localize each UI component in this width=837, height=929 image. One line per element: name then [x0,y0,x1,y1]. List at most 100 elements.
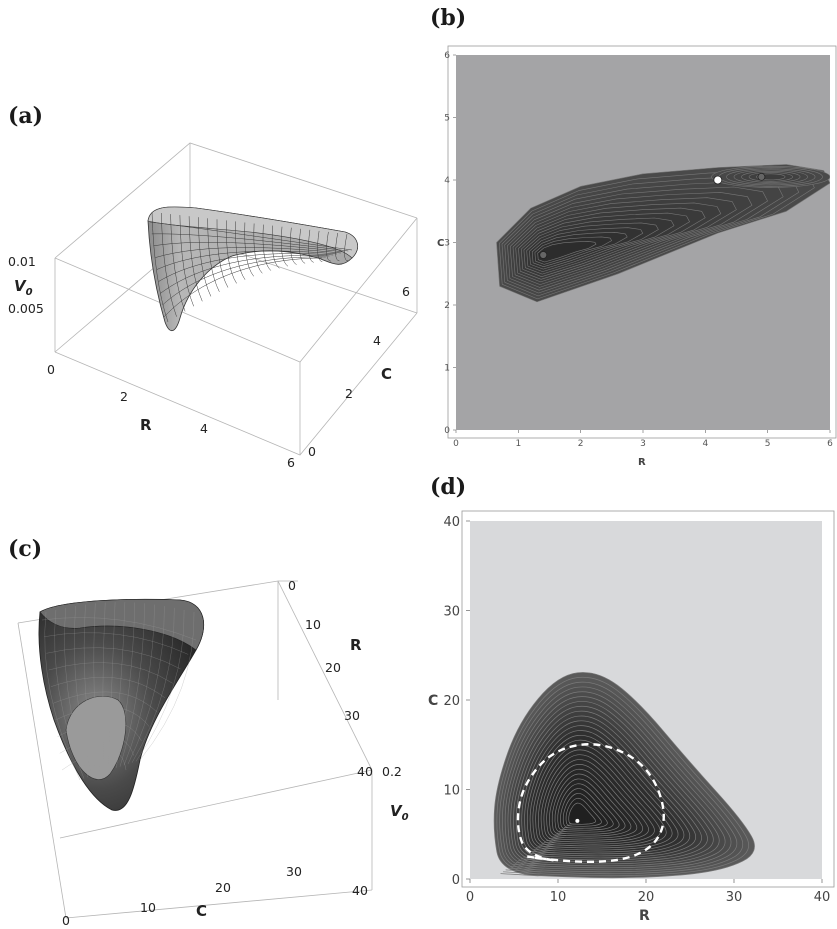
panel-a-mesh-line [158,253,334,282]
panel-d-xtick-label: 0 [466,890,474,905]
panel-b-ytick-label: 2 [444,301,450,311]
panel-b-ytick-label: 1 [444,364,450,374]
panel-a-mesh-line [253,223,263,274]
panel-c-mesh-line [41,617,197,641]
panel-a-mesh-line [162,256,326,306]
panel-a-ytick-0: 0 [308,444,316,459]
panel-a-mesh-line [308,229,314,263]
panel-a-mesh-line [170,214,186,312]
panel-d-xtick-label: 30 [726,890,743,905]
panel-c-surface-mesh [41,602,197,781]
panel-c-box-left [17,622,67,919]
panel-c-ztick-0: 0.2 [382,764,402,779]
panel-a-mesh-line [207,218,220,292]
panel-d-dashed-orbit [516,743,665,863]
panel-d-ytick-label: 30 [443,605,460,620]
panel-b-xtick-label: 0 [453,439,459,449]
panel-a-mesh-line [161,212,177,317]
panel-d-contour-level [568,802,596,825]
panel-d-contours [493,672,755,879]
panel-b-xlabel: R [638,457,646,468]
panel-a-mesh-line [317,230,323,262]
panel-a-surface-mesh [149,211,353,323]
panel-c-mesh-line [135,609,185,762]
panel-a-mesh-line [290,227,297,265]
panel-a-box-bottom-front [54,312,418,456]
panel-c-xtick-2: 20 [215,880,231,895]
panel-label-a: (a) [8,103,43,129]
panel-c-mesh-line [48,662,173,684]
panel-a-mesh-line [299,228,306,264]
panel-c-mesh-line [93,603,101,774]
panel-c-mesh-line [57,720,142,742]
panel-d-frame [461,510,835,888]
panel-d-points [575,818,580,823]
panel-c-mesh-line [74,606,93,777]
panel-c-mesh-line [44,632,189,655]
panel-a-mesh-line [179,215,194,307]
panel-d-ytick-label: 20 [443,694,460,709]
panel-a-mesh-line [225,220,237,284]
panel-c-mesh-line [44,611,81,781]
panel-a-mesh-line [235,221,246,280]
panel-d-xtick-label: 10 [550,890,567,905]
panel-c-xtick-3: 30 [286,864,302,879]
panel-b-ylabel: C [437,238,444,249]
panel-d-ytick-label: 10 [443,784,460,799]
panel-b-ticks: 0 1 2 3 4 5 6 0 1 2 3 4 5 6 [444,51,833,449]
panel-c-xtick-4: 40 [352,883,368,898]
panel-c-ytick-1: 10 [305,617,321,632]
panel-c-mesh-line [59,735,134,756]
panel-a-mesh-line [155,247,341,258]
panel-label-d: (d) [430,474,466,500]
panel-c-surface-bump [65,696,127,780]
panel-c-mesh-line [107,602,116,771]
panel-d-xtick-label: 40 [814,890,831,905]
panel-a-mesh-line [216,219,229,288]
panel-d-point-stable [575,818,580,823]
panel-c-box-bottom [65,889,373,919]
panel-b-xtick-label: 1 [515,439,521,449]
panel-c-mesh-line [115,602,135,769]
panel-a-mesh-line [244,222,254,277]
panel-c-mesh-line [55,706,150,727]
panel-a-xtick-2: 4 [200,421,208,436]
panel-a-xlabel: R [140,416,152,434]
panel-c-mesh-line [46,647,181,670]
panel-a-mesh-line [163,257,323,318]
panel-c-mesh-line [119,603,145,767]
panel-a-ztick-1: 0.005 [8,301,44,316]
panel-a-surface-rim [147,206,358,259]
panel-c-ytick-4: 40 [357,764,373,779]
panel-a-mesh-line [344,233,349,262]
panel-c-mesh-line [102,602,106,773]
panel-b-xtick-label: 4 [702,439,708,449]
panel-c-mesh-line [50,677,166,698]
panel-b-point-stable [757,172,766,181]
panel-a-xtick-1: 2 [120,389,128,404]
panel-label-b: (b) [430,5,466,31]
panel-a-mesh-line [160,255,330,294]
panel-a-surface [147,206,359,331]
panel-a-mesh-line [156,250,338,270]
panel-c-mesh-line [111,602,126,770]
panel-c-surface-rim [39,599,204,651]
panel-a-xtick-0: 0 [47,362,55,377]
panel-b-frame [447,45,837,439]
panel-b-ytick-label: 3 [444,239,450,249]
panel-a-zlabel: V0 [14,277,33,298]
panel-a-mesh-line [151,211,169,323]
panel-b-contours [496,164,830,303]
panel-c-ylabel: R [350,636,362,654]
panel-c-box-top-right [277,580,373,771]
panel-d-ticks: 0 10 20 30 40 0 10 20 30 40 [443,515,830,905]
panel-c-mesh-line [139,611,195,761]
panel-c-box-mid [59,769,373,839]
panel-c-surface [38,598,205,811]
panel-a-xtick-3: 6 [287,455,295,470]
panel-d-xlabel: R [639,908,650,924]
panel-a-mesh-line [149,221,353,251]
panel-c-mesh-line [131,607,175,763]
panel-b-ytick-label: 0 [444,426,450,436]
